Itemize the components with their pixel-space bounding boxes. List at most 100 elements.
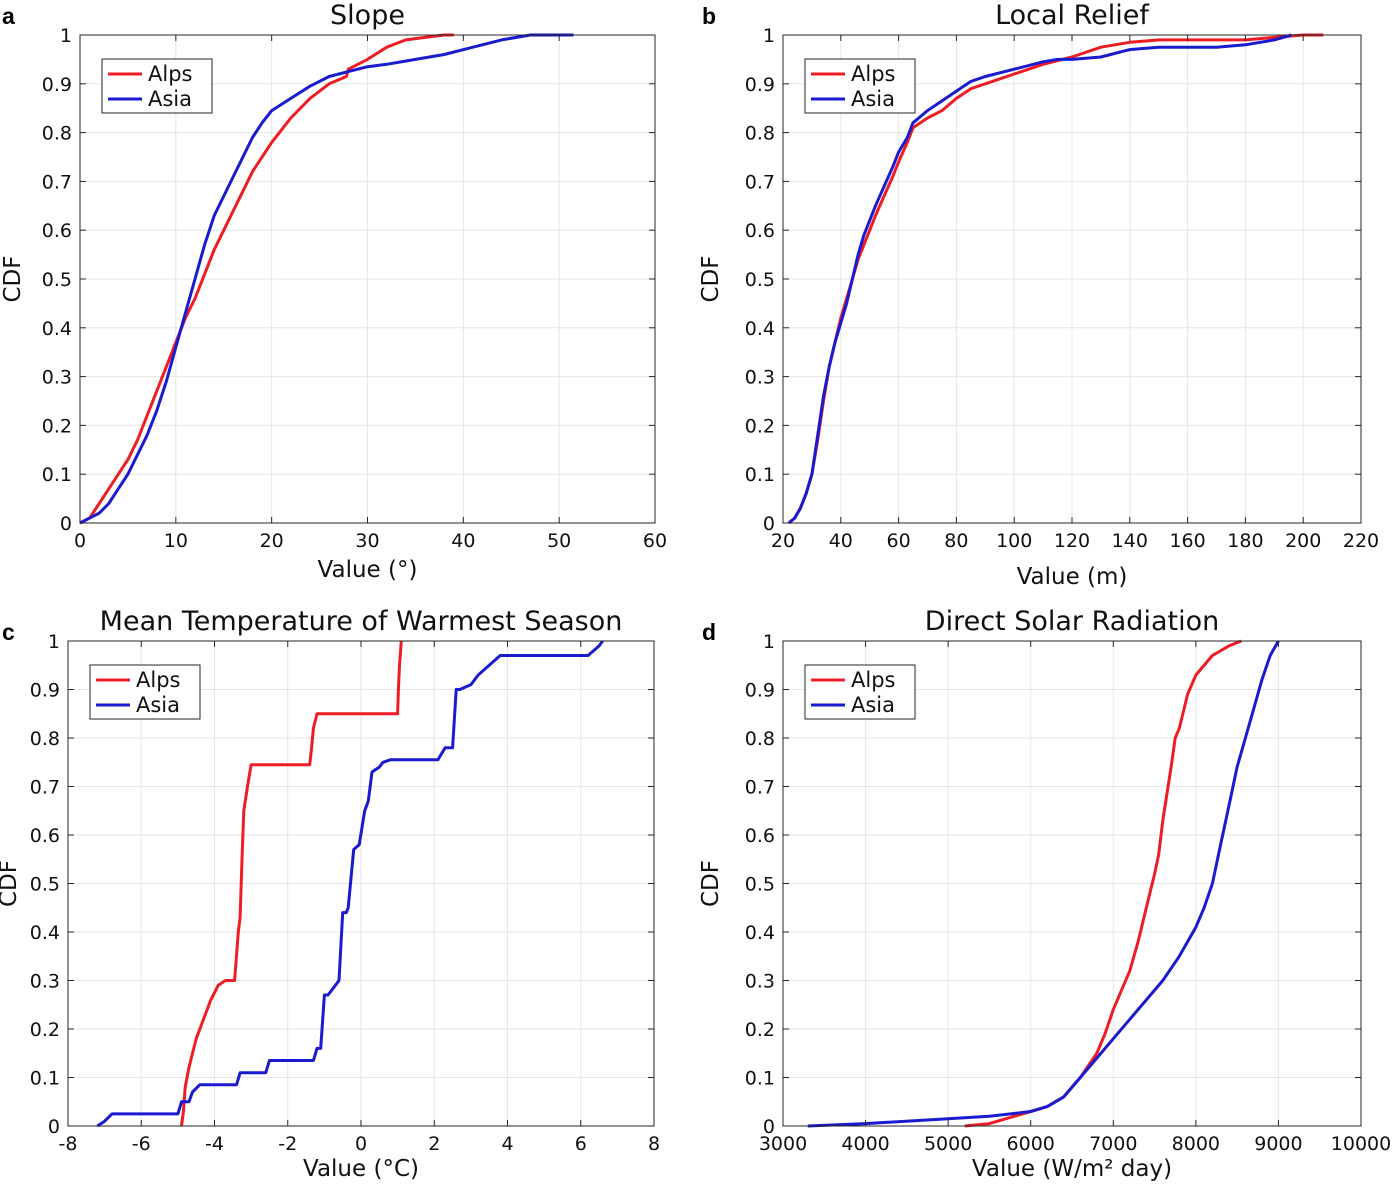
legend-box (804, 58, 916, 114)
y-tick-label: 0.4 (30, 922, 60, 944)
x-tick-label: 40 (829, 530, 853, 552)
x-tick-label: 30 (355, 530, 379, 552)
chart-title: Direct Solar Radiation (925, 606, 1219, 637)
x-tick-label: -4 (205, 1133, 224, 1155)
x-tick-label: 180 (1227, 530, 1263, 552)
x-tick-label: -6 (132, 1133, 151, 1155)
y-tick-label: 0 (763, 1116, 775, 1138)
x-tick-label: 4 (501, 1133, 513, 1155)
y-tick-label: 0.7 (745, 171, 775, 193)
x-axis-label: Value (W/m² day) (972, 1156, 1172, 1182)
x-tick-label: 60 (887, 530, 911, 552)
y-tick-label: 0.5 (745, 874, 775, 896)
y-tick-label: 0.5 (745, 269, 775, 291)
y-tick-label: 0.6 (745, 220, 775, 242)
legend-label-alps: Alps (851, 668, 895, 692)
series-line-asia (79, 33, 574, 525)
x-axis-label: Value (°C) (303, 1156, 419, 1182)
x-axis-label: Value (m) (1017, 564, 1128, 590)
y-tick-label: 0.7 (30, 777, 60, 799)
x-tick-label: 3000 (759, 1133, 807, 1155)
legend-label-asia: Asia (148, 87, 192, 111)
x-tick-label: 0 (355, 1133, 367, 1155)
x-tick-label: 100 (996, 530, 1032, 552)
y-tick-label: 0.1 (42, 464, 72, 486)
y-tick-label: 0.6 (42, 220, 72, 242)
x-tick-label: 2 (428, 1133, 440, 1155)
y-tick-label: 0.5 (30, 874, 60, 896)
series-line-alps (79, 33, 454, 525)
y-tick-label: 0.1 (745, 1068, 775, 1090)
legend-box (89, 664, 201, 720)
y-tick-label: 0.8 (42, 123, 72, 145)
x-tick-label: 20 (771, 530, 795, 552)
chart-title: Slope (330, 0, 405, 31)
legend-label-asia: Asia (851, 87, 895, 111)
chart-title: Local Relief (995, 0, 1150, 31)
y-tick-label: 1 (763, 631, 775, 653)
panel-letter: d (702, 619, 716, 645)
y-tick-label: 0.7 (42, 171, 72, 193)
y-tick-label: 0.4 (745, 922, 775, 944)
y-tick-label: 0.4 (745, 318, 775, 340)
panel-letter: a (2, 3, 15, 29)
x-tick-label: -8 (59, 1133, 78, 1155)
y-tick-label: 0.9 (42, 74, 72, 96)
panel-d: 3000 4000 5000 6000 7000 8000 9000 10000 0 0.1 0.2… (698, 606, 1391, 1182)
legend-box (804, 664, 916, 720)
legend-label-alps: Alps (148, 62, 192, 86)
y-axis-label: CDF (698, 860, 724, 907)
x-tick-label: 9000 (1254, 1133, 1302, 1155)
y-tick-label: 0.1 (745, 464, 775, 486)
legend-box (101, 58, 213, 114)
y-tick-label: 1 (48, 631, 60, 653)
x-tick-label: 120 (1054, 530, 1090, 552)
y-axis-label: CDF (698, 256, 724, 303)
x-tick-label: 5000 (924, 1133, 972, 1155)
y-tick-label: 1 (763, 25, 775, 47)
y-tick-label: 0.9 (745, 74, 775, 96)
x-tick-label: 4000 (841, 1133, 889, 1155)
y-tick-label: 0.7 (745, 777, 775, 799)
x-tick-label: 6000 (1007, 1133, 1055, 1155)
y-tick-label: 0.2 (745, 1019, 775, 1041)
y-tick-label: 0.3 (30, 971, 60, 993)
y-tick-label: 0 (48, 1116, 60, 1138)
x-tick-label: 160 (1169, 530, 1205, 552)
x-tick-label: 0 (74, 530, 86, 552)
x-tick-label: 60 (643, 530, 667, 552)
x-axis-label: Value (°) (318, 557, 418, 583)
y-axis-label: CDF (0, 256, 26, 303)
y-tick-label: 0.2 (745, 415, 775, 437)
x-tick-label: 10000 (1331, 1133, 1391, 1155)
panel-c: -8 -6 -4 -2 0 2 4 6 8 0 0.1 0.2 0.3 0.4 0.5 0.6 0.7 0.8 0.… (0, 606, 660, 1182)
x-tick-label: 220 (1343, 530, 1379, 552)
panel-letter: b (702, 3, 716, 29)
chart-title: Mean Temperature of Warmest Season (100, 606, 623, 637)
x-tick-label: 7000 (1089, 1133, 1137, 1155)
y-tick-label: 0.2 (30, 1019, 60, 1041)
legend-label-asia: Asia (136, 693, 180, 717)
y-tick-label: 1 (60, 25, 72, 47)
y-tick-label: 0.5 (42, 269, 72, 291)
panel-letter: c (2, 619, 15, 645)
series-line-asia (96, 640, 604, 1128)
x-tick-label: 50 (547, 530, 571, 552)
x-tick-label: 20 (260, 530, 284, 552)
series-line-asia (787, 33, 1293, 525)
y-tick-label: 0.8 (30, 728, 60, 750)
y-tick-label: 0.3 (745, 367, 775, 389)
legend-label-alps: Alps (136, 668, 180, 692)
y-tick-label: 0 (60, 513, 72, 535)
panel-b: 20 40 60 80 100 120 140 160 180 200 220 0 0.1 0.2 0.3 0… (698, 0, 1379, 590)
x-tick-label: 80 (944, 530, 968, 552)
y-tick-label: 0.2 (42, 415, 72, 437)
y-tick-label: 0.1 (30, 1068, 60, 1090)
x-tick-label: 6 (575, 1133, 587, 1155)
y-tick-label: 0.8 (745, 123, 775, 145)
y-tick-label: 0.3 (745, 971, 775, 993)
